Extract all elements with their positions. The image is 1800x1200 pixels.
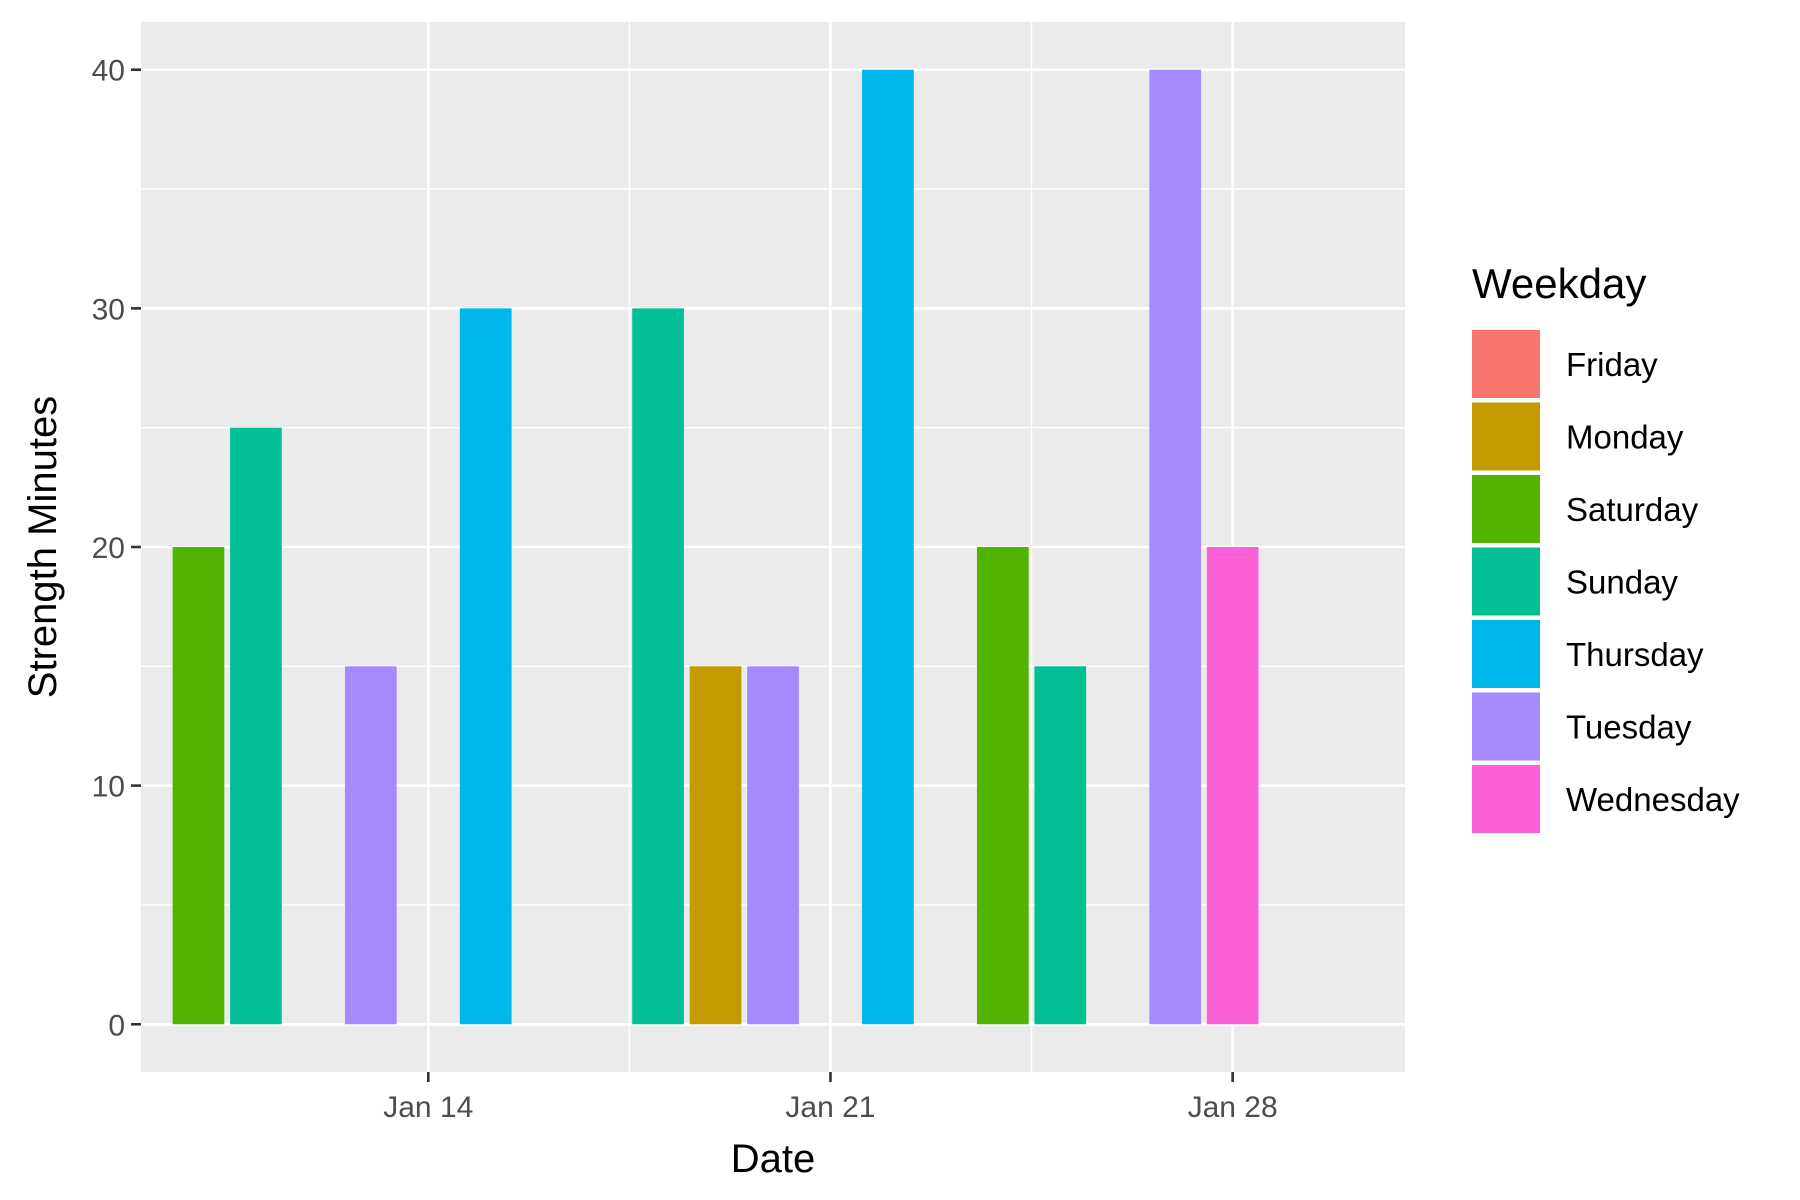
bar-monday: [689, 666, 742, 1025]
y-axis-title: Strength Minutes: [21, 396, 65, 698]
legend-label: Wednesday: [1566, 781, 1740, 818]
legend-item-thursday: Thursday: [1472, 620, 1704, 688]
legend-key: [1472, 402, 1540, 471]
legend-item-monday: Monday: [1472, 402, 1684, 471]
x-tick-label: Jan 28: [1188, 1091, 1278, 1124]
legend-item-friday: Friday: [1472, 330, 1658, 398]
legend-label: Tuesday: [1566, 709, 1692, 746]
legend-key: [1472, 620, 1540, 688]
y-tick-label: 30: [92, 293, 125, 326]
y-tick-label: 40: [92, 55, 125, 88]
legend-label: Saturday: [1566, 491, 1699, 528]
bar-saturday: [172, 547, 225, 1025]
x-tick-label: Jan 21: [785, 1091, 875, 1124]
y-tick-label: 20: [92, 532, 125, 565]
bar-sunday: [1034, 666, 1087, 1025]
bars: [172, 69, 1259, 1025]
legend-item-wednesday: Wednesday: [1472, 765, 1740, 833]
legend-key: [1472, 475, 1540, 543]
bar-thursday: [862, 69, 914, 1025]
legend-label: Sunday: [1566, 564, 1678, 601]
legend-item-saturday: Saturday: [1472, 475, 1699, 543]
bar-thursday: [459, 308, 512, 1025]
bar-wednesday: [1206, 547, 1259, 1025]
legend-title: Weekday: [1472, 260, 1646, 307]
legend-label: Thursday: [1566, 636, 1704, 673]
legend-key: [1472, 330, 1540, 398]
bar-sunday: [632, 308, 684, 1025]
legend-label: Friday: [1566, 346, 1658, 383]
x-axis-title: Date: [731, 1137, 816, 1181]
legend-item-sunday: Sunday: [1472, 547, 1678, 616]
x-axis: Jan 14 Jan 21 Jan 28: [383, 1072, 1278, 1124]
y-tick-label: 0: [108, 1009, 125, 1042]
legend-key: [1472, 547, 1540, 616]
x-tick-label: Jan 14: [383, 1091, 473, 1124]
legend-label: Monday: [1566, 419, 1684, 456]
bar-tuesday: [747, 666, 799, 1025]
legend-item-tuesday: Tuesday: [1472, 692, 1692, 761]
y-axis: 0 10 20 30 40: [92, 55, 141, 1042]
legend-key: [1472, 765, 1540, 833]
legend: Weekday Friday Monday Saturday Sunday Thursd…: [1472, 260, 1740, 833]
legend-key: [1472, 692, 1540, 761]
y-tick-label: 10: [92, 771, 125, 804]
bar-sunday: [230, 427, 282, 1025]
bar-tuesday: [344, 666, 397, 1025]
bar-tuesday: [1149, 69, 1202, 1025]
bar-saturday: [976, 547, 1029, 1025]
